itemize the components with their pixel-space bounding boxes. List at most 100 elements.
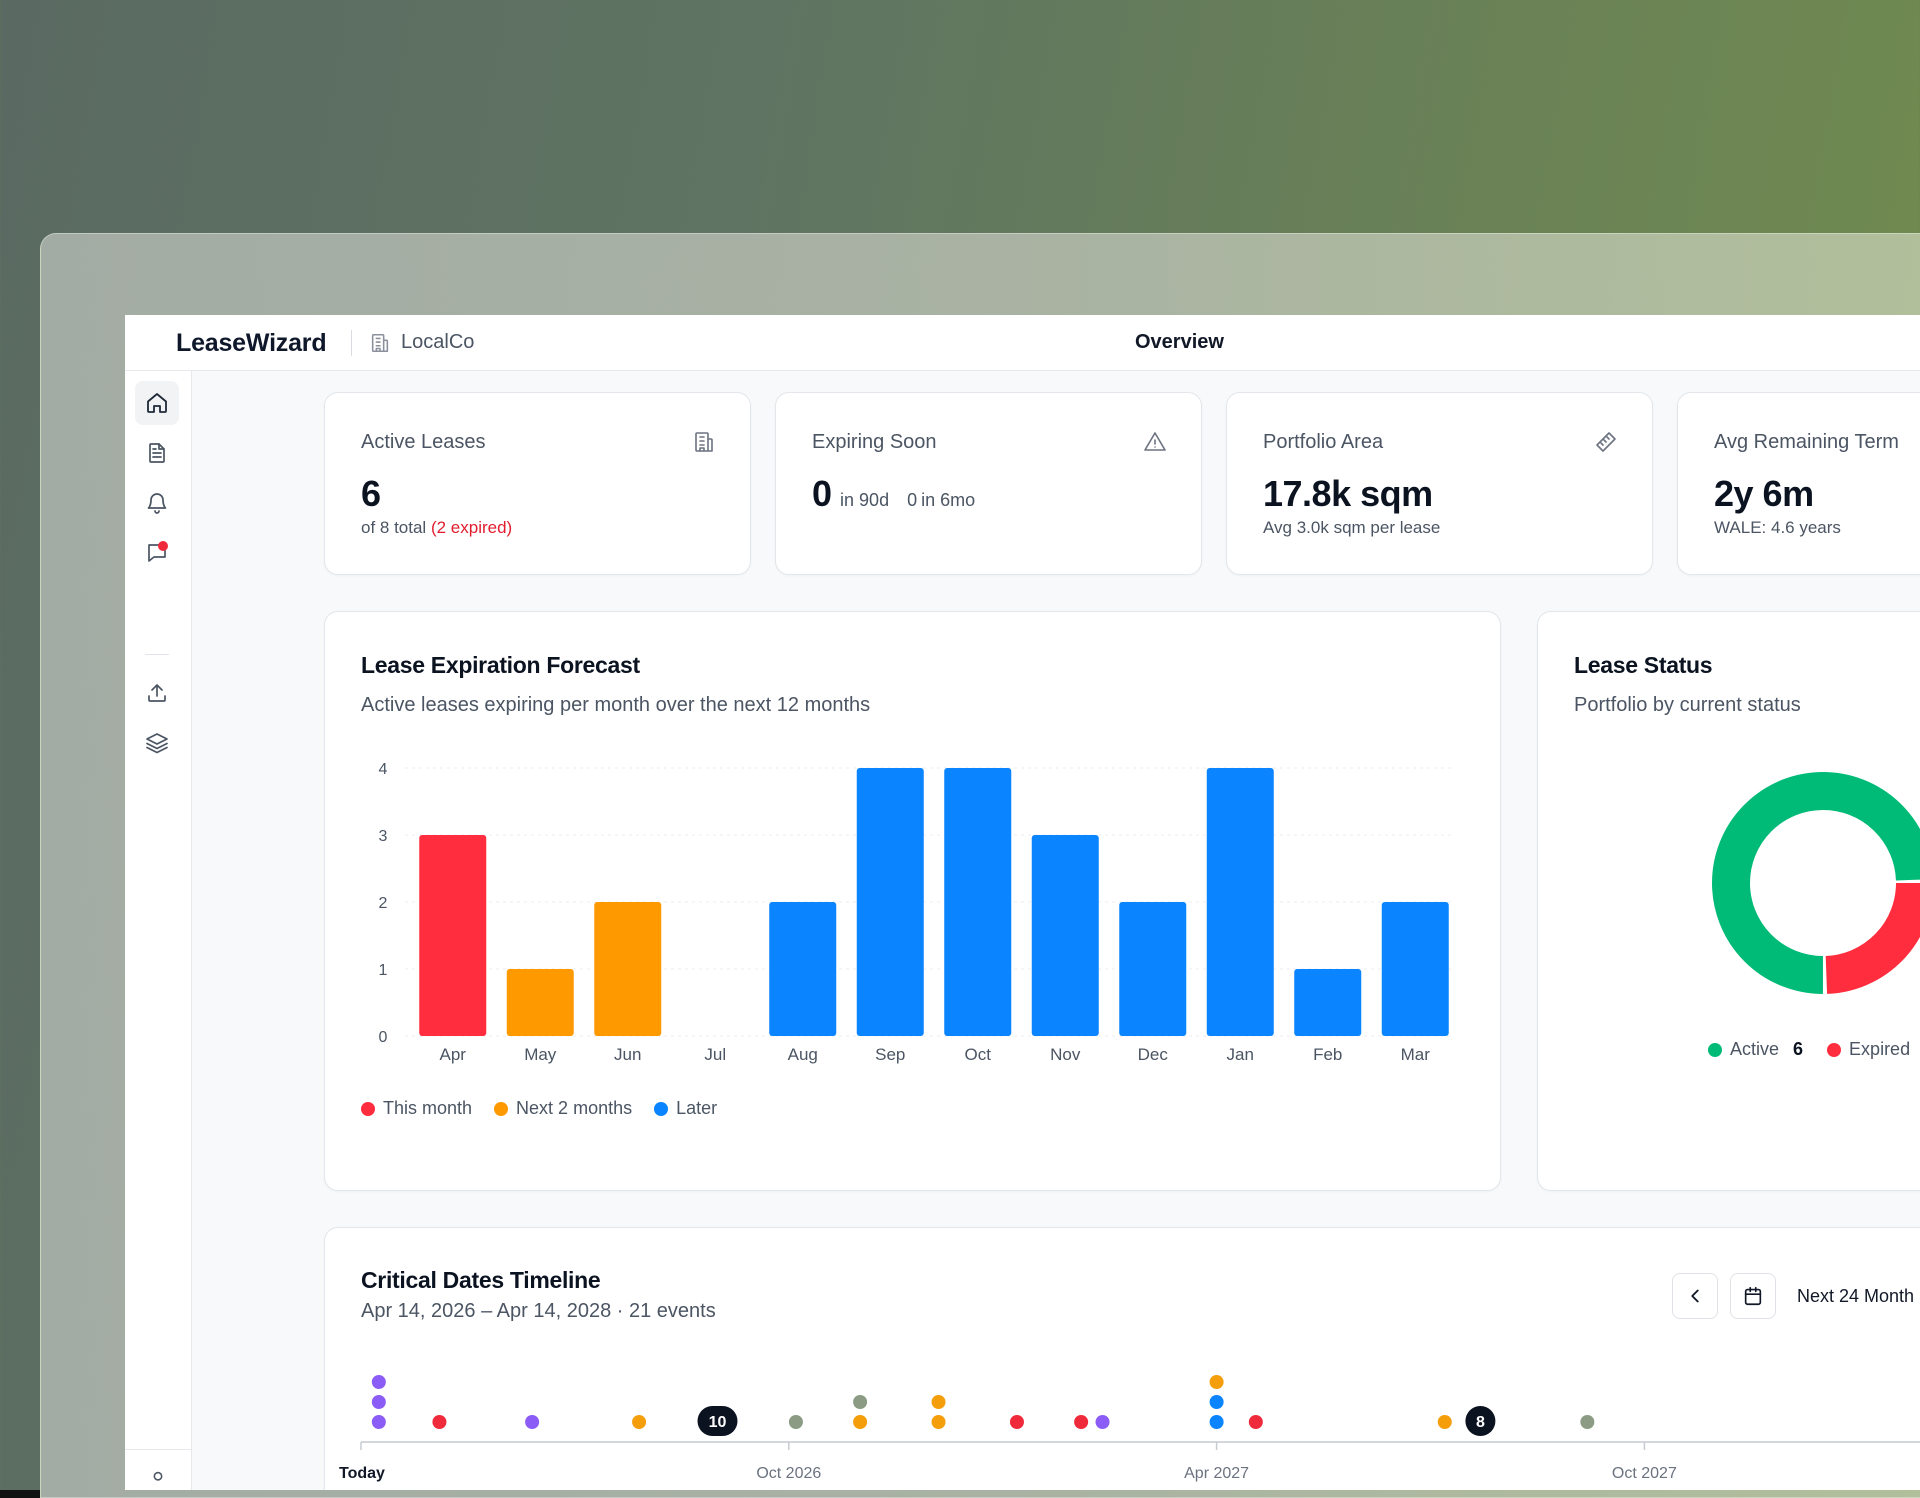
- card-title: Lease Expiration Forecast: [361, 652, 640, 678]
- sidebar-item-home[interactable]: [135, 381, 179, 425]
- bar-mar[interactable]: [1381, 902, 1449, 1036]
- timeline-event-dot[interactable]: [1009, 1415, 1024, 1429]
- timeline-event-dot[interactable]: [1437, 1415, 1452, 1429]
- sidebar-item-alerts[interactable]: [135, 481, 179, 525]
- bar-aug[interactable]: [769, 902, 837, 1036]
- timeline-prev-button[interactable]: [1672, 1273, 1718, 1319]
- timeline-event-dot[interactable]: [1209, 1375, 1224, 1389]
- timeline-axis-label: Today: [339, 1465, 385, 1482]
- lease-status-card: Lease Status Portfolio by current status…: [1537, 611, 1920, 1191]
- brand-logo[interactable]: LeaseWizard: [176, 329, 327, 357]
- y-tick-label: 0: [379, 1029, 388, 1046]
- x-tick-label: Jan: [1227, 1045, 1254, 1064]
- timeline-event-dot[interactable]: [1095, 1415, 1110, 1429]
- donut-segment-expired[interactable]: [1712, 772, 1920, 994]
- timeline-event-dot[interactable]: [525, 1415, 540, 1429]
- legend-label: Later: [676, 1098, 718, 1118]
- sidebar-item-messages[interactable]: [135, 531, 179, 575]
- legend-swatch: [1708, 1042, 1722, 1057]
- timeline-event-dot[interactable]: [632, 1415, 647, 1429]
- sidebar-item-upload[interactable]: [135, 671, 179, 715]
- kpi-subtext: of 8 total (2 expired): [361, 518, 512, 538]
- x-tick-label: Jun: [614, 1045, 641, 1064]
- kpi-subtext: WALE: 4.6 years: [1714, 518, 1841, 537]
- event-cluster-badge[interactable]: [1465, 1406, 1496, 1436]
- legend-item[interactable]: Later: [654, 1098, 717, 1119]
- x-tick-label: Feb: [1313, 1045, 1342, 1064]
- ruler-icon: [1596, 432, 1616, 452]
- timeline-axis-label: Apr 2027: [1184, 1465, 1249, 1482]
- y-tick-label: 1: [379, 962, 388, 979]
- page-title: Overview: [1135, 331, 1224, 353]
- bar-nov[interactable]: [1031, 835, 1099, 1036]
- x-tick-label: Dec: [1138, 1045, 1169, 1064]
- bar-jan[interactable]: [1206, 768, 1274, 1036]
- legend-item[interactable]: Next 2 months: [494, 1098, 632, 1119]
- timeline-event-dot[interactable]: [1209, 1395, 1224, 1409]
- timeline-event-dot[interactable]: [931, 1395, 946, 1409]
- top-bar: LeaseWizard LocalCo Overview: [125, 315, 1920, 371]
- legend-item[interactable]: This month: [361, 1098, 472, 1119]
- expiration-bar-chart: 0 1 2 3 4 Apr May Jun Jul Aug Sep Oct Nov Dec Jan Feb Ma…: [379, 761, 1455, 1064]
- kpi-card-expiring-soon[interactable]: Expiring Soon 0 in 90d 0 in 6mo: [775, 392, 1202, 575]
- timeline-event-dot[interactable]: [931, 1415, 946, 1429]
- event-cluster-badge[interactable]: [697, 1406, 738, 1436]
- timeline-event-dot[interactable]: [1209, 1415, 1224, 1429]
- kpi-subtext: Avg 3.0k sqm per lease: [1263, 518, 1441, 537]
- bar-sep[interactable]: [856, 768, 924, 1036]
- x-tick-label: Sep: [875, 1045, 905, 1064]
- legend-swatch: [361, 1101, 375, 1116]
- card-subtitle: Apr 14, 2026 – Apr 14, 2028 · 21 events: [361, 1300, 716, 1322]
- bar-may[interactable]: [506, 969, 574, 1036]
- timeline-range-select[interactable]: Next 24 Month: [1785, 1273, 1920, 1319]
- legend-label: Next 2 months: [516, 1098, 633, 1118]
- notification-badge: [158, 541, 168, 551]
- card-title: Lease Status: [1574, 652, 1713, 678]
- bar-dec[interactable]: [1119, 902, 1187, 1036]
- bell-icon: [147, 493, 167, 514]
- donut-segment-active[interactable]: [1712, 772, 1920, 994]
- timeline-calendar-button[interactable]: [1730, 1273, 1776, 1319]
- bar-apr[interactable]: [419, 835, 487, 1036]
- bar-oct[interactable]: [944, 768, 1012, 1036]
- card-subtitle: Portfolio by current status: [1574, 694, 1801, 716]
- expiring-90d-value: 0: [812, 473, 833, 514]
- kpi-subtext-expired: (2 expired): [430, 518, 513, 537]
- expiring-values: 0 in 90d 0 in 6mo: [812, 473, 985, 515]
- timeline-event-dot[interactable]: [1074, 1415, 1089, 1429]
- lease-expiration-forecast-card: Lease Expiration Forecast Active leases …: [324, 611, 1501, 1191]
- y-tick-label: 2: [379, 895, 388, 912]
- legend-swatch: [494, 1101, 509, 1116]
- upload-icon: [148, 684, 166, 702]
- org-switcher[interactable]: LocalCo: [401, 331, 475, 353]
- timeline-event-dot[interactable]: [1580, 1415, 1595, 1429]
- kpi-card-avg-remaining-term[interactable]: Avg Remaining Term 2y 6m WALE: 4.6 years: [1677, 392, 1920, 575]
- event-cluster-count: 10: [709, 1414, 727, 1431]
- legend-item-expired[interactable]: Expired: [1827, 1039, 1910, 1060]
- sidebar-item-layers[interactable]: [135, 721, 179, 765]
- building-icon: [695, 432, 713, 452]
- timeline-axis-label: Oct 2026: [756, 1465, 821, 1482]
- sidebar-item-leases[interactable]: [135, 431, 179, 475]
- x-tick-label: Oct: [965, 1045, 992, 1064]
- timeline-event-dot[interactable]: [371, 1395, 386, 1409]
- timeline-event-dot[interactable]: [371, 1375, 386, 1389]
- x-tick-label: Aug: [788, 1045, 818, 1064]
- kpi-label: Avg Remaining Term: [1714, 431, 1899, 453]
- kpi-card-active-leases[interactable]: Active Leases 6 of 8 total (2 expired): [324, 392, 751, 575]
- timeline-event-dot[interactable]: [432, 1415, 447, 1429]
- user-icon[interactable]: [147, 1468, 169, 1490]
- timeline-event-dot[interactable]: [853, 1415, 868, 1429]
- bar-jun[interactable]: [594, 902, 662, 1036]
- kpi-card-portfolio-area[interactable]: Portfolio Area 17.8k sqm Avg 3.0k sqm pe…: [1226, 392, 1653, 575]
- timeline-event-dot[interactable]: [371, 1415, 386, 1429]
- legend-item-active[interactable]: Active 6: [1708, 1039, 1803, 1060]
- timeline-event-dot[interactable]: [788, 1415, 803, 1429]
- bar-feb[interactable]: [1294, 969, 1362, 1036]
- timeline-event-dot[interactable]: [1248, 1415, 1263, 1429]
- timeline-event-dot[interactable]: [853, 1395, 868, 1409]
- lease-status-donut-chart: [1712, 772, 1920, 994]
- kpi-label: Expiring Soon: [812, 431, 937, 453]
- timeline-chart: Today Oct 2026 Apr 2027 Oct 2027 10 8: [339, 1375, 1920, 1482]
- legend-label: Active: [1730, 1039, 1780, 1059]
